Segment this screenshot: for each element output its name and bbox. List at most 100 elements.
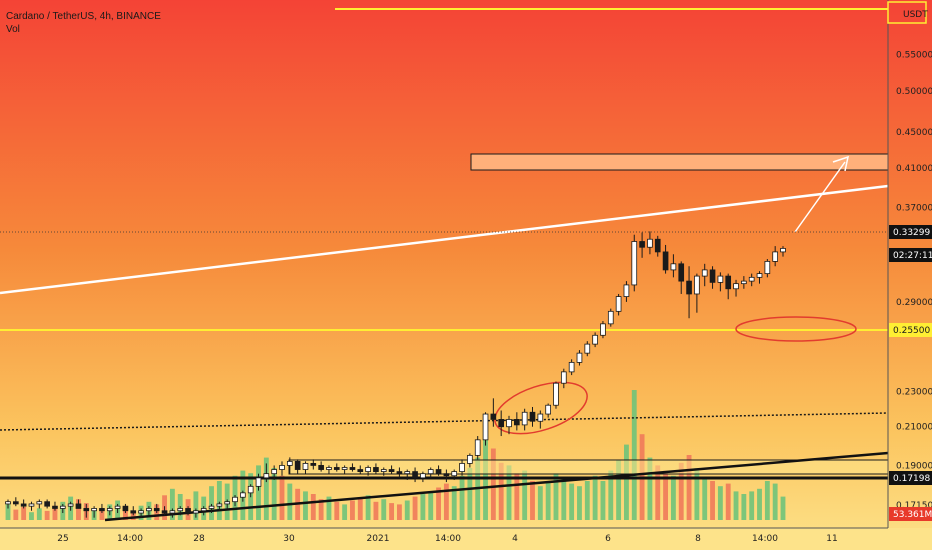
volume-bar — [702, 478, 708, 520]
time-tick-label: 4 — [512, 534, 518, 544]
candle-body — [380, 469, 387, 472]
projection-arrowhead — [832, 155, 850, 172]
time-tick-label: 30 — [283, 534, 295, 544]
candle-body — [44, 501, 50, 507]
volume-bar — [318, 499, 324, 520]
volume-bar — [350, 500, 355, 520]
candle-body — [396, 471, 403, 475]
volume-bar — [99, 509, 105, 520]
volume-bar — [514, 473, 520, 520]
volume-bar — [467, 468, 473, 520]
volume-bar — [287, 483, 293, 520]
volume-bar — [749, 491, 755, 520]
consolidation-box — [288, 459, 889, 475]
candle-body — [694, 275, 700, 295]
volume-bar — [404, 500, 410, 520]
candle-body — [83, 508, 90, 512]
volume-bar — [506, 465, 512, 520]
candle-body — [310, 463, 317, 466]
volume-bar — [193, 491, 199, 520]
candle-body — [498, 419, 505, 428]
upper-trendline — [0, 184, 889, 295]
volume-bar — [764, 481, 770, 520]
volume-bar — [443, 483, 449, 520]
candle-body — [153, 508, 160, 512]
candle-body — [709, 269, 716, 283]
candle-body — [333, 467, 340, 470]
volume-bar — [592, 475, 598, 520]
candle-body — [553, 382, 559, 406]
volume-bar — [36, 508, 42, 520]
candle-body — [5, 501, 11, 505]
price-axis[interactable]: 0.55000 0.50000 0.45000 0.41000 0.37000 0.290… — [887, 0, 932, 528]
symbol-title: Cardano / TetherUS, 4h, BINANCE — [6, 11, 161, 22]
time-axis-bg — [0, 528, 932, 550]
candle-body — [59, 505, 66, 509]
target-zone — [470, 153, 889, 171]
candle-body — [670, 263, 677, 271]
candle-body — [560, 371, 567, 384]
volume-bar — [733, 491, 739, 520]
candle-body — [13, 501, 19, 505]
candle-body — [521, 411, 528, 426]
currency-badge — [887, 1, 927, 24]
candle-body — [161, 510, 168, 514]
candles — [5, 231, 786, 518]
candle-body — [247, 485, 254, 494]
time-axis[interactable]: 25 14:00 28 30 2021 14:00 4 6 8 14:00 11 — [0, 527, 932, 550]
price-tick-label: 0.41000 — [896, 164, 932, 174]
volume-bar — [670, 475, 676, 520]
volume-bar — [420, 494, 426, 520]
candle-body — [474, 439, 481, 456]
price-tag-label: 0.33299 — [893, 228, 930, 238]
candle-body — [28, 503, 35, 507]
volume-bar — [600, 481, 606, 520]
candle-body — [733, 283, 739, 290]
candle-body — [114, 505, 121, 509]
time-tick-label: 8 — [695, 534, 701, 544]
candle-body — [467, 454, 473, 464]
candle-body — [412, 471, 418, 479]
candle-body — [435, 469, 442, 475]
candle-body — [146, 508, 152, 512]
volume-bar — [780, 496, 786, 520]
candle-body — [748, 276, 755, 282]
candle-body — [169, 510, 176, 514]
volume-bar — [498, 462, 504, 520]
dotted-trendline — [0, 412, 889, 431]
volume-bar — [694, 468, 700, 520]
price-tag-bg — [889, 471, 932, 485]
candle-body — [686, 280, 692, 295]
candle-body — [404, 471, 411, 475]
candle-body — [514, 419, 520, 426]
volume-bar — [169, 488, 175, 520]
volume-bar — [122, 507, 128, 520]
candle-body — [725, 275, 732, 290]
price-tag-bg — [889, 225, 932, 239]
candle-body — [286, 460, 293, 466]
price-tick-label: 0.29000 — [896, 298, 932, 308]
volume-bar — [624, 444, 629, 520]
candle-body — [459, 463, 465, 472]
candle-body — [318, 465, 324, 470]
volume-bar — [663, 470, 669, 520]
candle-body — [255, 477, 262, 487]
volume-bar — [13, 509, 19, 520]
candle-body — [623, 284, 630, 297]
price-tag-label: 02:27:11 — [893, 251, 932, 261]
candle-body — [326, 467, 332, 470]
candle-body — [36, 501, 43, 505]
volume-bar — [310, 494, 316, 520]
volume-bar — [52, 505, 58, 520]
time-tick-label: 11 — [826, 534, 837, 544]
price-tick-label: 0.21000 — [896, 423, 932, 433]
candle-body — [537, 413, 544, 422]
candle-body — [232, 496, 238, 503]
candle-body — [756, 273, 763, 278]
candle-body — [568, 361, 575, 373]
retest-ellipse — [735, 316, 857, 342]
candle-body — [772, 251, 778, 262]
candle-body — [294, 460, 301, 470]
volume-bar — [5, 504, 11, 520]
